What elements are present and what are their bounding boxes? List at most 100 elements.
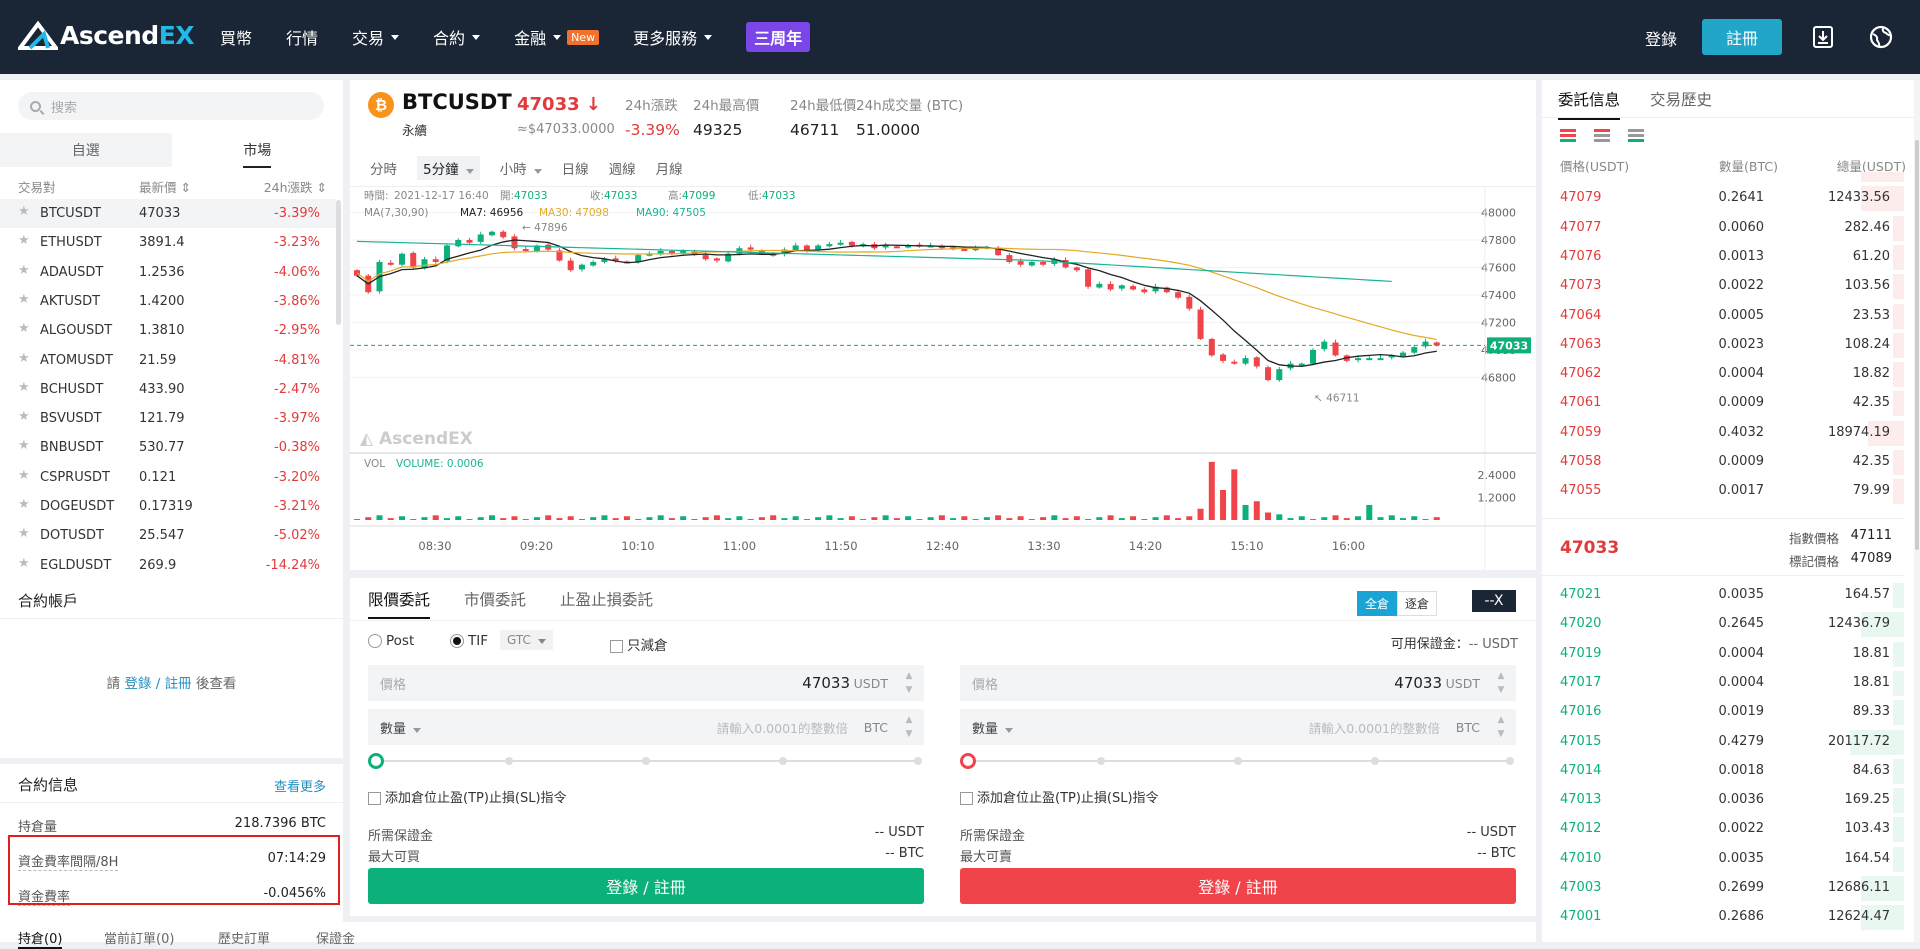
candle[interactable]	[848, 241, 855, 246]
view-both-icon[interactable]	[1560, 129, 1576, 142]
register-button[interactable]: 註冊	[1702, 19, 1782, 55]
candle[interactable]	[1242, 358, 1249, 364]
star-icon[interactable]: ★	[18, 262, 30, 278]
market-row[interactable]: ★ BCHUSDT 433.90 -2.47%	[0, 375, 336, 404]
candle[interactable]	[556, 250, 563, 261]
language-globe-icon[interactable]	[1868, 24, 1894, 50]
star-icon[interactable]: ★	[18, 555, 30, 571]
candle[interactable]	[657, 250, 664, 255]
tf-line[interactable]: 分時	[370, 162, 397, 178]
market-row[interactable]: ★ ETHUSDT 3891.4 -3.23%	[0, 228, 336, 257]
scrollbar[interactable]	[336, 200, 341, 325]
slider-step[interactable]	[1234, 757, 1242, 765]
candle[interactable]	[961, 249, 968, 252]
sell-amount-slider[interactable]	[960, 753, 1516, 769]
menu-buy-crypto[interactable]: 買幣	[220, 29, 253, 48]
sell-qty-input[interactable]: 數量 請輸入0.0001的整數倍 BTC ▲ ▼	[960, 709, 1516, 745]
tab-open-orders[interactable]: 當前訂單(0)	[104, 932, 175, 947]
view-bids-icon[interactable]	[1628, 129, 1644, 142]
col-pair[interactable]: 交易對	[18, 180, 56, 195]
candle[interactable]	[1332, 342, 1339, 356]
order-book-row[interactable]: 47014 0.0018 84.63	[1542, 756, 1904, 785]
cross-margin-button[interactable]: 全倉	[1357, 591, 1398, 616]
candle[interactable]	[567, 260, 574, 271]
candle[interactable]	[702, 255, 709, 260]
tab-favorites[interactable]: 自選	[0, 133, 172, 167]
candle[interactable]	[646, 253, 653, 256]
candle[interactable]	[1006, 255, 1013, 262]
reduce-only-option[interactable]: 只減倉	[610, 634, 668, 654]
market-row[interactable]: ★ ADAUSDT 1.2536 -4.06%	[0, 258, 336, 287]
candle[interactable]	[1107, 283, 1114, 290]
candle[interactable]	[972, 248, 979, 251]
slider-step[interactable]	[505, 757, 513, 765]
slider-step[interactable]	[1097, 757, 1105, 765]
candle[interactable]	[398, 253, 405, 265]
candlestick-chart[interactable]: 48000478004760047400472004700046800時間:20…	[350, 186, 1536, 570]
order-book-row[interactable]: 47016 0.0019 89.33	[1542, 697, 1904, 726]
order-book-row[interactable]: 47058 0.0009 42.35	[1542, 447, 1904, 476]
candle[interactable]	[1197, 309, 1204, 339]
logo[interactable]: Ascend EX	[18, 20, 195, 50]
candle[interactable]	[1231, 361, 1238, 364]
anniversary-badge[interactable]: 三周年	[746, 22, 811, 52]
order-book-row[interactable]: 47021 0.0035 164.57	[1542, 580, 1904, 609]
candle[interactable]	[387, 262, 394, 265]
candle[interactable]	[432, 259, 439, 262]
sell-tpsl-option[interactable]: 添加倉位止盈(TP)止損(SL)指令	[960, 787, 1159, 806]
search-input[interactable]: 搜索	[18, 92, 324, 120]
order-book-row[interactable]: 47064 0.0005 23.53	[1542, 301, 1904, 330]
market-row[interactable]: ★ DOTUSDT 25.547 -5.02%	[0, 521, 336, 550]
candle[interactable]	[1355, 358, 1362, 361]
order-book-row[interactable]: 47061 0.0009 42.35	[1542, 388, 1904, 417]
order-book-row[interactable]: 47077 0.0060 282.46	[1542, 213, 1904, 242]
candle[interactable]	[725, 253, 732, 262]
candle[interactable]	[1028, 261, 1035, 266]
order-book-row[interactable]: 47017 0.0004 18.81	[1542, 668, 1904, 697]
buy-amount-slider[interactable]	[368, 753, 924, 769]
order-book-row[interactable]: 47013 0.0036 169.25	[1542, 785, 1904, 814]
candle[interactable]	[1253, 357, 1260, 367]
candle[interactable]	[781, 249, 788, 255]
slider-step[interactable]	[779, 757, 787, 765]
candle[interactable]	[1298, 363, 1305, 366]
candle[interactable]	[500, 231, 507, 238]
tab-limit-order[interactable]: 限價委託	[368, 588, 431, 619]
gtc-select[interactable]: GTC	[500, 630, 553, 650]
candle[interactable]	[1220, 354, 1227, 361]
tab-trade-history[interactable]: 交易歷史	[1650, 91, 1713, 109]
market-row[interactable]: ★ BTCUSDT 47033 -3.39%	[0, 199, 336, 228]
candle[interactable]	[1017, 261, 1024, 265]
candle[interactable]	[1377, 358, 1384, 361]
star-icon[interactable]: ★	[18, 233, 30, 249]
market-row[interactable]: ★ ALGOUSDT 1.3810 -2.95%	[0, 316, 336, 345]
star-icon[interactable]: ★	[18, 204, 30, 219]
candle[interactable]	[533, 245, 540, 251]
tab-tpsl-order[interactable]: 止盈止損委託	[560, 591, 654, 609]
order-book-row[interactable]: 47063 0.0023 108.24	[1542, 330, 1904, 359]
slider-step[interactable]	[642, 757, 650, 765]
candle[interactable]	[601, 259, 608, 262]
ticker-symbol[interactable]: BTCUSDT	[402, 90, 512, 114]
slider-step[interactable]	[1506, 757, 1514, 765]
menu-futures[interactable]: 合約	[433, 25, 481, 49]
candle[interactable]	[1400, 352, 1407, 357]
login-link[interactable]: 登錄	[1645, 30, 1678, 49]
slider-knob[interactable]	[960, 753, 976, 769]
candle[interactable]	[1388, 355, 1395, 358]
leverage-button[interactable]: --X	[1472, 590, 1516, 612]
candle[interactable]	[578, 264, 585, 270]
order-book-row[interactable]: 47001 0.2686 12624.47	[1542, 902, 1904, 931]
candle[interactable]	[792, 245, 799, 251]
order-book-row[interactable]: 47076 0.0013 61.20	[1542, 242, 1904, 271]
order-book-row[interactable]: 47081 0.2686 12645.96	[1542, 172, 1904, 183]
star-icon[interactable]: ★	[18, 497, 30, 512]
buy-login-button[interactable]: 登錄 / 註冊	[368, 868, 924, 904]
candle[interactable]	[680, 250, 687, 253]
star-icon[interactable]: ★	[18, 350, 30, 366]
tab-margin[interactable]: 保證金	[316, 932, 356, 947]
candle[interactable]	[1265, 367, 1272, 381]
candle[interactable]	[1175, 292, 1182, 298]
col-change[interactable]: 24h漲跌 ⇕	[263, 180, 327, 195]
candle[interactable]	[1411, 347, 1418, 353]
